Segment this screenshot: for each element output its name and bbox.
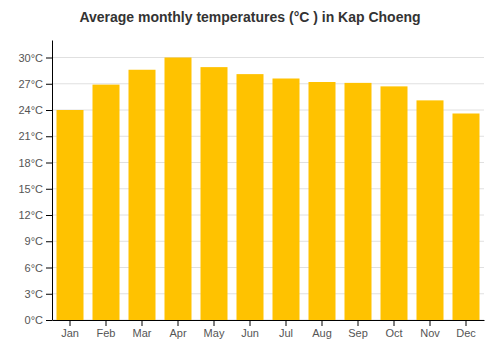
x-tick-label: Jan (61, 327, 79, 339)
y-tick: 0°C (25, 314, 52, 326)
x-tick-label: Feb (97, 327, 116, 339)
y-tick-label: 24°C (18, 104, 43, 116)
x-tick: Feb (97, 320, 116, 339)
bar (453, 114, 480, 321)
x-tick-mark (106, 320, 107, 326)
bar (381, 86, 408, 320)
bar (165, 58, 192, 321)
x-tick-mark (358, 320, 359, 326)
x-tick-label: May (204, 327, 225, 339)
y-tick-mark (46, 241, 52, 242)
x-tick: Jul (279, 320, 293, 339)
chart: 0°C 3°C 6°C 9°C 12°C 15°C 18°C 21°C 24°C 27°C 30°C… (0, 0, 500, 350)
y-tick: 21°C (18, 130, 52, 142)
x-tick-label: Sep (348, 327, 368, 339)
x-tick-mark (322, 320, 323, 326)
y-tick-mark (46, 110, 52, 111)
x-tick-label: Jul (279, 327, 293, 339)
y-axis: 0°C 3°C 6°C 9°C 12°C 15°C 18°C 21°C 24°C 27°C 30°C (18, 41, 52, 327)
x-tick: Sep (348, 320, 368, 339)
bar (201, 67, 228, 320)
x-tick-mark (466, 320, 467, 326)
x-tick-label: Apr (169, 327, 186, 339)
y-tick-mark (46, 189, 52, 190)
bar (417, 100, 444, 320)
x-tick-label: Aug (312, 327, 332, 339)
x-tick-label: Mar (133, 327, 152, 339)
x-tick-mark (70, 320, 71, 326)
y-tick-label: 18°C (18, 157, 43, 169)
y-tick-label: 21°C (18, 130, 43, 142)
y-tick-label: 27°C (18, 78, 43, 90)
y-tick-mark (46, 215, 52, 216)
x-tick: Nov (420, 320, 440, 339)
x-tick: Aug (312, 320, 332, 339)
grid-line (52, 57, 484, 58)
x-tick-mark (430, 320, 431, 326)
x-tick: May (204, 320, 225, 339)
y-tick: 3°C (25, 288, 52, 300)
x-tick-mark (394, 320, 395, 326)
y-axis-line (52, 41, 53, 321)
bar (273, 79, 300, 321)
y-tick-mark (46, 84, 52, 85)
y-tick-label: 12°C (18, 209, 43, 221)
x-tick: Oct (385, 320, 402, 339)
grid (52, 58, 484, 321)
y-tick: 6°C (25, 262, 52, 274)
y-tick: 9°C (25, 235, 52, 247)
bar (129, 70, 156, 320)
y-tick: 18°C (18, 157, 52, 169)
x-tick-mark (178, 320, 179, 326)
x-tick-mark (142, 320, 143, 326)
x-axis-line (53, 320, 485, 321)
x-tick: Jan (61, 320, 79, 339)
y-tick: 30°C (18, 52, 52, 64)
y-tick-label: 6°C (25, 262, 44, 274)
y-tick-label: 9°C (25, 235, 44, 247)
bar (93, 85, 120, 320)
x-tick-mark (250, 320, 251, 326)
y-tick: 12°C (18, 209, 52, 221)
y-tick-mark (46, 136, 52, 137)
x-tick: Jun (241, 320, 259, 339)
grid-line (52, 83, 484, 84)
y-tick: 27°C (18, 78, 52, 90)
bar (345, 83, 372, 320)
bar (57, 110, 84, 320)
x-tick-mark (286, 320, 287, 326)
y-tick-label: 3°C (25, 288, 44, 300)
y-tick-label: 15°C (18, 183, 43, 195)
y-tick-mark (46, 163, 52, 164)
x-tick-label: Oct (385, 327, 402, 339)
x-tick-label: Nov (420, 327, 440, 339)
x-tick-label: Jun (241, 327, 259, 339)
y-tick-mark (46, 58, 52, 59)
x-tick-label: Dec (456, 327, 476, 339)
y-tick-mark (46, 294, 52, 295)
y-tick-mark (46, 268, 52, 269)
x-tick: Dec (456, 320, 476, 339)
plot: 0°C 3°C 6°C 9°C 12°C 15°C 18°C 21°C 24°C 27°C 30°C… (18, 41, 484, 339)
y-tick: 15°C (18, 183, 52, 195)
x-tick: Mar (133, 320, 152, 339)
bar (309, 82, 336, 320)
title: Average monthly temperatures (°C ) in Ka… (79, 9, 420, 25)
bars (57, 58, 480, 321)
y-tick-label: 0°C (25, 314, 44, 326)
y-tick-label: 30°C (18, 52, 43, 64)
y-tick-mark (46, 320, 52, 321)
x-tick-mark (214, 320, 215, 326)
bar (237, 74, 264, 320)
x-tick: Apr (169, 320, 186, 339)
x-axis: Jan Feb Mar Apr May Jun Jul Aug Sep Oct Nov Dec (53, 320, 485, 339)
y-tick: 24°C (18, 104, 52, 116)
